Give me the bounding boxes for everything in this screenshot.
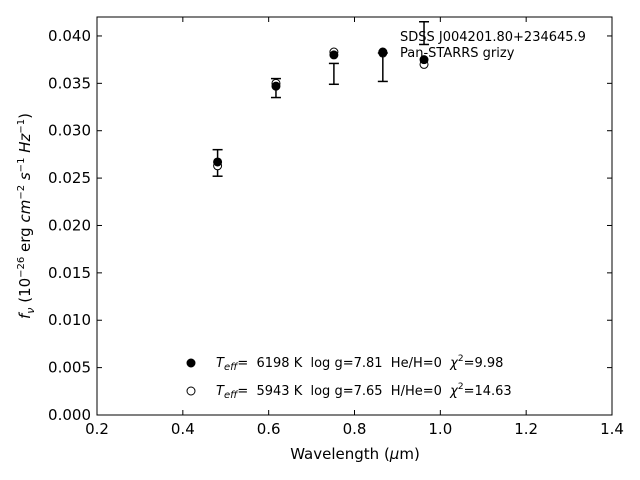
x-tick-label: 0.2 [85,420,109,438]
legend-entry-1: Teff= 6198 K log g=7.81 He/H=0 χ2=9.98 [216,354,503,373]
point-model-1 [419,55,429,65]
point-model-1 [213,157,223,167]
x-axis-ticks: 0.2 0.4 0.6 0.8 1.0 1.2 1.4 [85,17,624,438]
y-tick-label: 0.005 [48,359,91,377]
x-tick-label: 0.6 [257,420,281,438]
x-axis-label: Wavelength (μm) [290,445,420,463]
annotation-survey: Pan-STARRS grizy [400,46,515,61]
x-tick-label: 0.4 [171,420,195,438]
y-tick-label: 0.010 [48,311,91,329]
x-tick-label: 1.2 [514,420,538,438]
y-tick-label: 0.015 [48,264,91,282]
y-axis-label: fν (10−26 erg cm−2 s−1 Hz−1) [16,113,37,319]
y-tick-label: 0.025 [48,169,91,187]
annotation-object-name: SDSS J004201.80+234645.9 [400,30,586,45]
y-tick-label: 0.020 [48,216,91,234]
x-tick-label: 1.4 [600,420,624,438]
y-axis-ticks: 0.000 0.005 0.010 0.015 0.020 0.025 0.030 0.035… [48,27,612,424]
legend-entry-2: Teff= 5943 K log g=7.65 H/He=0 χ2=14.63 [216,382,512,401]
legend-marker-filled [186,358,196,368]
y-tick-label: 0.040 [48,27,91,45]
legend-marker-open [186,386,196,396]
y-tick-label: 0.035 [48,74,91,92]
y-tick-label: 0.030 [48,122,91,140]
point-model-1 [378,47,388,57]
point-model-1 [329,50,339,60]
error-bars [212,20,430,177]
data-points [213,47,429,171]
x-tick-label: 1.0 [428,420,452,438]
point-model-1 [271,81,281,91]
legend: Teff= 6198 K log g=7.81 He/H=0 χ2=9.98 T… [186,354,512,401]
x-tick-label: 0.8 [343,420,367,438]
y-tick-label: 0.000 [48,406,91,424]
